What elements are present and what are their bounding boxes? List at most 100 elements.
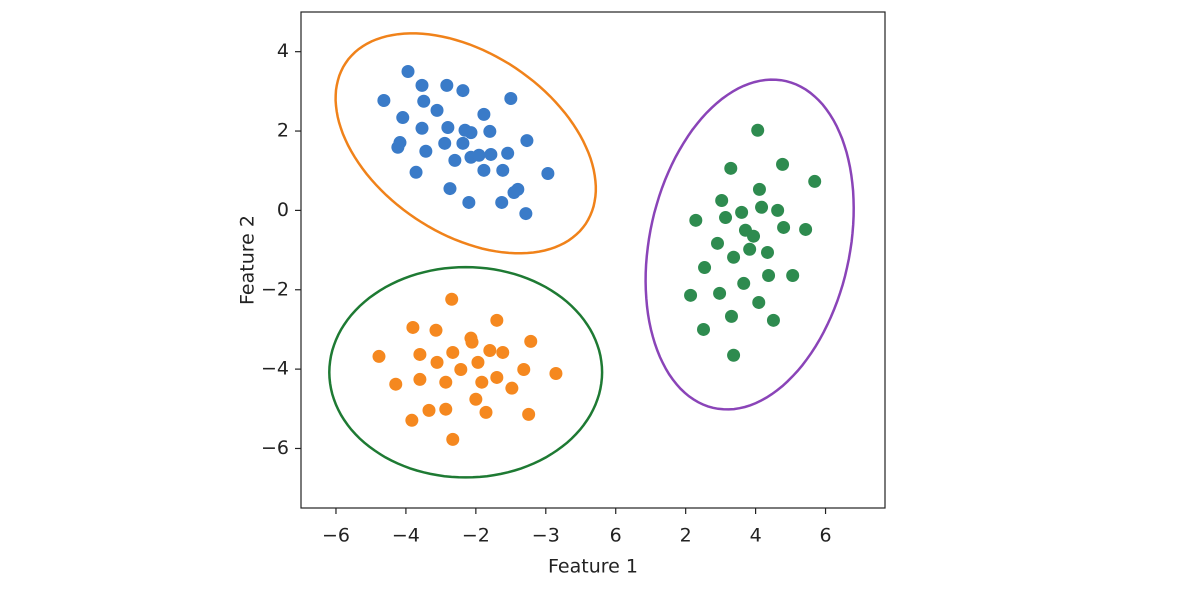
point <box>438 136 452 150</box>
point <box>496 163 510 177</box>
point <box>808 174 822 188</box>
point <box>471 355 485 369</box>
point <box>715 193 729 207</box>
point <box>495 195 509 209</box>
point <box>519 207 533 221</box>
point <box>762 268 776 282</box>
point <box>524 334 538 348</box>
point <box>698 261 712 275</box>
point <box>377 93 391 107</box>
x-tick-label: −6 <box>322 525 350 547</box>
point <box>786 268 800 282</box>
point <box>479 405 493 419</box>
point <box>710 236 724 250</box>
point <box>755 200 769 214</box>
point <box>443 182 457 196</box>
point <box>417 94 431 108</box>
point <box>439 402 453 416</box>
point <box>751 123 765 137</box>
point <box>483 124 497 138</box>
point <box>422 403 436 417</box>
point <box>689 213 703 227</box>
point <box>396 111 410 125</box>
point <box>504 92 518 106</box>
cluster-ellipse <box>328 265 604 479</box>
point <box>483 343 497 357</box>
point <box>724 161 738 175</box>
point <box>507 186 521 200</box>
point <box>776 157 790 171</box>
point <box>484 147 498 161</box>
point <box>415 121 429 135</box>
plot-frame <box>300 11 886 509</box>
x-tick-label: −2 <box>462 525 490 547</box>
point <box>799 222 813 236</box>
point <box>389 377 403 391</box>
point <box>440 78 454 92</box>
point <box>501 146 515 160</box>
point <box>475 375 489 389</box>
point <box>747 229 761 243</box>
point <box>761 245 775 259</box>
point <box>719 211 733 225</box>
x-tick-label: −3 <box>532 525 560 547</box>
x-tick-label: 2 <box>680 525 692 547</box>
point <box>713 286 727 300</box>
point <box>472 148 486 162</box>
point <box>541 166 555 180</box>
cluster-ellipse <box>334 32 598 255</box>
point <box>454 363 468 377</box>
y-tick-label: 0 <box>277 199 289 221</box>
point <box>505 381 519 395</box>
point <box>490 313 504 327</box>
point <box>477 163 491 177</box>
y-tick-label: −2 <box>261 278 289 300</box>
point <box>446 345 460 359</box>
point <box>727 348 741 362</box>
point <box>391 140 405 154</box>
point <box>684 288 698 302</box>
x-tick-label: 6 <box>820 525 832 547</box>
point <box>415 78 429 92</box>
point <box>735 205 749 219</box>
point <box>752 182 766 196</box>
point <box>737 276 751 290</box>
point <box>520 134 534 148</box>
point <box>430 355 444 369</box>
cluster-ellipse <box>644 78 855 411</box>
point <box>465 335 479 349</box>
x-tick-label: 4 <box>750 525 762 547</box>
point <box>766 313 780 327</box>
y-tick-label: 2 <box>277 120 289 142</box>
point <box>464 126 478 140</box>
point <box>409 165 423 179</box>
point <box>743 242 757 256</box>
y-tick-label: −4 <box>261 358 289 380</box>
point <box>405 413 419 427</box>
point <box>697 322 711 336</box>
point <box>490 370 504 384</box>
point <box>430 103 444 117</box>
point <box>372 349 386 363</box>
point <box>456 136 470 150</box>
point <box>727 250 741 264</box>
point <box>469 392 483 406</box>
point <box>752 295 766 309</box>
point <box>456 84 470 98</box>
point <box>406 320 420 334</box>
y-tick-label: −6 <box>261 437 289 459</box>
point <box>439 375 453 389</box>
x-tick-label: −4 <box>392 525 420 547</box>
y-axis-label: Feature 2 <box>237 215 259 305</box>
point <box>448 153 462 167</box>
x-tick-label: 6 <box>610 525 622 547</box>
point <box>477 107 491 121</box>
point <box>724 309 738 323</box>
point <box>777 220 791 234</box>
point <box>419 144 433 158</box>
point <box>401 65 415 79</box>
point <box>413 347 427 361</box>
point <box>771 203 785 217</box>
point <box>549 366 563 380</box>
